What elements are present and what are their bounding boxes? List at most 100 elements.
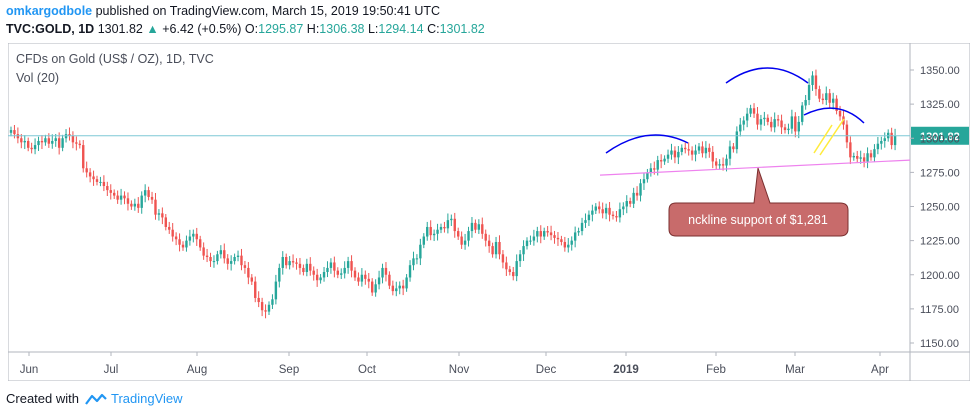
price-tick-label: 1300.00 <box>920 133 960 145</box>
candle-body <box>752 108 756 114</box>
candle-body <box>381 267 384 278</box>
time-tick-label: Nov <box>449 364 470 376</box>
candle-body <box>715 161 718 166</box>
candle-body <box>9 130 13 133</box>
candle-body <box>219 250 223 255</box>
candle-body <box>226 258 229 264</box>
candle-body <box>147 190 150 197</box>
candle-body <box>463 240 467 245</box>
candle-body <box>656 160 659 170</box>
candle-body <box>419 244 422 259</box>
candle-body <box>470 222 474 232</box>
open-label: O: <box>244 22 259 36</box>
candle-body <box>288 261 291 266</box>
candle-body <box>395 288 398 292</box>
candle-body <box>766 117 769 122</box>
candle-body <box>563 241 567 248</box>
candle-body <box>140 195 143 208</box>
drawings-layer: 1301.82 nckline support of $1,281 <box>8 67 969 237</box>
candle-body <box>199 239 202 248</box>
candle-body <box>161 213 164 218</box>
candle-body <box>598 206 601 210</box>
flag-line-lower <box>813 124 833 154</box>
time-tick-label: Jun <box>20 364 39 376</box>
tradingview-brand[interactable]: TradingView <box>110 391 183 406</box>
candle-body <box>229 261 233 264</box>
last-price-text: 1301.82 <box>97 22 143 36</box>
candle-body <box>405 277 408 289</box>
candle-body <box>333 262 336 271</box>
candle-body <box>212 261 216 263</box>
candle-body <box>618 209 622 218</box>
candle-body <box>725 158 728 166</box>
author-link[interactable]: omkargodbole <box>6 4 93 18</box>
candle-body <box>687 149 690 151</box>
candle-body <box>508 269 511 273</box>
candle-body <box>257 297 260 303</box>
candle-body <box>33 145 37 150</box>
candle-body <box>745 113 749 121</box>
time-axis[interactable]: Jun Jul Aug Sep Oct Nov Dec 2019 Feb Mar Apr <box>20 352 889 376</box>
candle-body <box>233 257 236 262</box>
neckline <box>599 159 911 176</box>
candle-body <box>353 270 357 278</box>
candle-body <box>364 274 367 279</box>
candle-body <box>336 270 339 275</box>
candle-body <box>137 203 140 208</box>
price-chart[interactable]: 1301.82 nckline support of $1,281 1350.00… <box>8 43 970 381</box>
candle-body <box>735 131 739 150</box>
candle-body <box>776 119 780 121</box>
candle-body <box>326 267 329 273</box>
candle-body <box>340 273 343 275</box>
candle-body <box>584 220 587 223</box>
candle-body <box>553 235 556 238</box>
candle-body <box>61 138 64 148</box>
candle-body <box>254 281 257 298</box>
candle-body <box>271 299 274 305</box>
candle-body <box>343 267 346 274</box>
candle-body <box>312 270 315 275</box>
candle-body <box>684 147 687 150</box>
candle-body <box>838 110 842 117</box>
candle-body <box>529 240 532 242</box>
published-text: published on TradingView.com, March 15, … <box>92 4 441 18</box>
candle-body <box>302 267 305 273</box>
candle-body <box>749 108 752 114</box>
candle-body <box>505 262 508 270</box>
candle-body <box>467 231 470 241</box>
candle-body <box>205 255 209 258</box>
candle-body <box>391 285 395 292</box>
candle-body <box>570 240 573 245</box>
candle-body <box>408 265 412 278</box>
candle-body <box>615 216 618 218</box>
candle-body <box>546 231 549 233</box>
candle-body <box>856 155 859 159</box>
candle-body <box>143 190 147 196</box>
candle-body <box>168 226 171 230</box>
candle-body <box>99 181 102 183</box>
time-tick-label: 2019 <box>613 364 639 376</box>
candle-body <box>27 140 30 148</box>
candle-body <box>594 206 597 211</box>
candle-body <box>415 258 419 260</box>
candle-body <box>828 93 831 103</box>
tradingview-logo-icon <box>85 393 107 405</box>
candle-body <box>75 142 78 144</box>
candle-body <box>102 181 106 187</box>
low-label: L: <box>367 22 379 36</box>
candle-body <box>319 277 322 281</box>
candle-body <box>309 263 312 271</box>
candle-body <box>756 113 759 125</box>
candle-body <box>862 157 866 162</box>
candle-body <box>398 285 401 289</box>
price-tick-label: 1150.00 <box>920 338 959 350</box>
candle-body <box>412 258 415 266</box>
candle-body <box>384 267 388 275</box>
candle-body <box>260 302 264 311</box>
candle-body <box>113 192 116 196</box>
candle-body <box>770 121 773 128</box>
price-axis[interactable]: 1350.00 1325.00 1300.00 1275.00 1250.00 1225.… <box>910 65 960 350</box>
candle-body <box>797 121 800 132</box>
candle-body <box>157 213 161 215</box>
low-value: 1294.14 <box>378 22 424 36</box>
